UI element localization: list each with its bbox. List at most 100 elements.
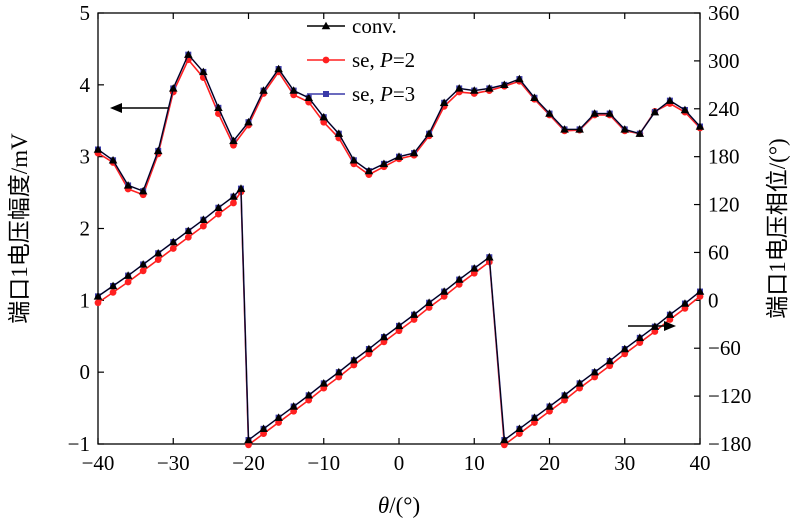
left-y-tick-label: 5 xyxy=(80,1,91,25)
amplitude-point xyxy=(153,146,163,155)
x-tick-label: 0 xyxy=(394,451,405,475)
phase-point xyxy=(409,310,419,318)
amplitude-point xyxy=(244,117,253,126)
phase-point xyxy=(215,210,222,218)
amplitude-point xyxy=(469,86,479,94)
phase-point xyxy=(590,367,599,376)
phase-point xyxy=(304,391,313,399)
phase-point xyxy=(575,379,584,387)
phase-series-triangle xyxy=(93,184,705,444)
phase-point xyxy=(500,435,509,444)
amplitude-point xyxy=(409,148,419,157)
phase-series-circle xyxy=(94,188,704,449)
x-axis-label-symbol: θ xyxy=(378,493,389,518)
x-tick-label: 20 xyxy=(539,451,560,475)
legend-marker xyxy=(322,56,330,64)
amplitude-point xyxy=(274,64,283,73)
amplitude-point xyxy=(394,152,404,160)
amplitude-line xyxy=(97,53,701,192)
phase-line xyxy=(97,187,701,441)
phase-point xyxy=(620,344,630,353)
amplitude-series-square xyxy=(95,51,703,195)
phase-point xyxy=(154,256,162,264)
amplitude-point xyxy=(259,86,268,94)
left-y-tick-label: 0 xyxy=(80,360,91,384)
phase-point xyxy=(93,292,103,300)
phase-point xyxy=(379,332,389,341)
phase-point xyxy=(236,184,246,192)
phase-point xyxy=(394,321,404,330)
x-tick-label: 30 xyxy=(614,451,635,475)
amplitude-point xyxy=(168,84,178,92)
amplitude-point xyxy=(304,93,313,101)
amplitude-point xyxy=(319,112,329,121)
left-y-tick-label: 4 xyxy=(80,73,91,97)
phase-point xyxy=(560,391,569,399)
amplitude-point xyxy=(575,125,584,133)
amplitude-point xyxy=(349,155,359,164)
x-axis-label-unit: /(°) xyxy=(389,493,420,518)
amplitude-point xyxy=(680,105,690,114)
phase-point xyxy=(108,281,118,290)
phase-point xyxy=(259,424,268,433)
phase-point xyxy=(124,278,132,286)
phase-point xyxy=(199,222,207,230)
right-y-tick-label: 240 xyxy=(708,97,740,121)
phase-arrow-head xyxy=(664,321,676,331)
amplitude-point xyxy=(364,166,374,175)
x-axis-ticks: −40 −30 −20 −10 0 10 20 30 40 xyxy=(82,13,711,475)
amplitude-point xyxy=(485,84,494,92)
amplitude-point xyxy=(289,86,298,94)
phase-point xyxy=(244,435,253,444)
x-tick-label: −20 xyxy=(232,451,265,475)
phase-point xyxy=(214,203,223,211)
phase-line xyxy=(97,186,701,442)
left-y-tick-label: 3 xyxy=(80,145,91,169)
phase-point xyxy=(138,260,148,268)
phase-point xyxy=(319,379,329,387)
phase-point xyxy=(168,237,178,246)
phase-point xyxy=(635,333,645,342)
amplitude-point xyxy=(424,129,434,137)
amplitude-point xyxy=(695,122,705,130)
amplitude-point xyxy=(560,125,569,133)
amplitude-point xyxy=(199,67,208,76)
legend-entry-triangle: conv. xyxy=(307,14,397,38)
amplitude-point xyxy=(545,109,554,117)
x-tick-label: −30 xyxy=(157,451,190,475)
phase-point xyxy=(545,402,554,410)
phase-point xyxy=(123,271,133,279)
amplitude-point xyxy=(229,136,238,145)
phase-point xyxy=(485,252,494,261)
phase-point xyxy=(530,413,539,421)
amplitude-point xyxy=(320,118,328,126)
phase-point xyxy=(665,310,675,318)
phase-point xyxy=(184,233,192,241)
amplitude-series-circle xyxy=(94,56,704,199)
amplitude-point xyxy=(93,145,103,153)
left-y-tick-label: 1 xyxy=(80,288,91,312)
left-y-tick-label: −1 xyxy=(68,432,90,456)
phase-point xyxy=(605,356,614,365)
phase-point xyxy=(515,424,524,433)
phase-point xyxy=(184,226,193,235)
legend-label: se, P=2 xyxy=(352,48,415,72)
phase-point xyxy=(274,413,283,421)
phase-point xyxy=(680,299,690,307)
amplitude-point xyxy=(515,74,524,83)
left-y-axis-label: 端口1电压幅度/mV xyxy=(7,133,32,324)
right-y-axis-label: 端口1电压相位/(°) xyxy=(765,138,790,318)
right-y-tick-label: 180 xyxy=(708,145,740,169)
amplitude-point xyxy=(454,84,464,92)
right-y-tick-label: 120 xyxy=(708,193,740,217)
amplitude-point xyxy=(439,98,449,107)
amplitude-arrow-head xyxy=(110,103,122,113)
x-tick-label: 40 xyxy=(690,451,711,475)
right-y-tick-label: 60 xyxy=(708,240,729,264)
amplitude-point xyxy=(665,96,675,104)
right-y-axis-ticks: −180 −120 −60 0 60 120 180 240 300 360 xyxy=(694,1,751,456)
legend-label: conv. xyxy=(352,14,397,38)
phase-point xyxy=(230,199,237,207)
amplitude-point xyxy=(214,103,223,112)
right-y-tick-label: −180 xyxy=(708,432,751,456)
